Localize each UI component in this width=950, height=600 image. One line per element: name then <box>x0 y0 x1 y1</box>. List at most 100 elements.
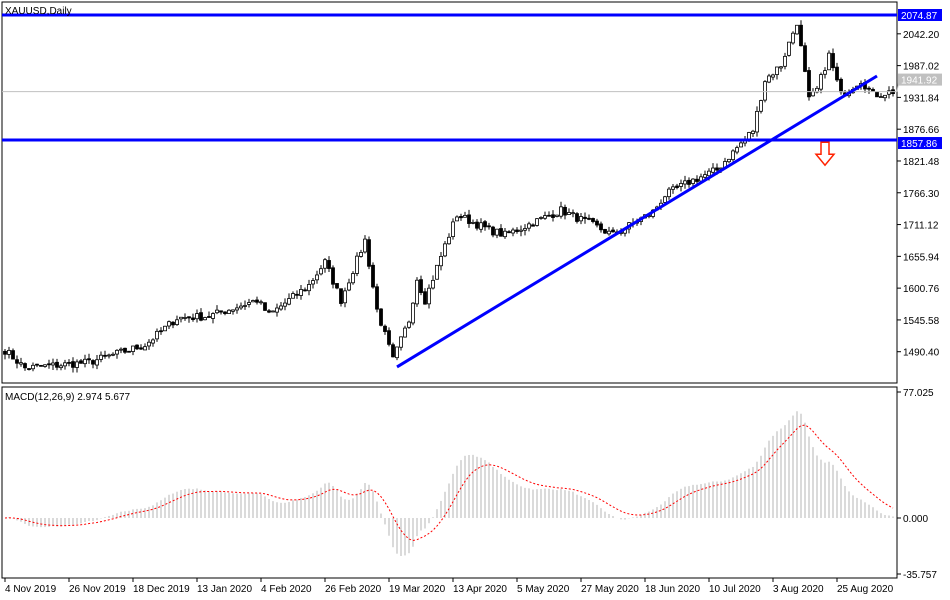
macd-tick-label: 77.025 <box>903 388 934 399</box>
candle-bear <box>687 179 691 185</box>
candle-bear <box>563 206 567 216</box>
level-price-label: 1857.86 <box>901 139 938 150</box>
candle-bear <box>139 347 143 350</box>
candle-bear <box>835 66 839 81</box>
candle-bull <box>323 259 327 269</box>
candle-bear <box>47 363 51 366</box>
candle-bull <box>299 289 303 296</box>
candle-bear <box>367 239 371 267</box>
level-price-badge <box>898 137 942 150</box>
candle-bull <box>463 214 467 218</box>
candle-bear <box>575 213 579 222</box>
candle-bear <box>39 364 43 367</box>
candle-bull <box>31 364 35 370</box>
candle-bull <box>535 218 539 226</box>
candle-bull <box>147 341 151 347</box>
candle-bull <box>827 52 831 71</box>
candle-bull <box>107 354 111 357</box>
current-price-label: 1941.92 <box>901 76 938 87</box>
time-tick-label: 18 Dec 2019 <box>133 584 190 595</box>
candle-bear <box>207 316 211 318</box>
candle-bull <box>527 223 531 229</box>
candle-bull <box>755 111 759 133</box>
candle-bull <box>819 74 823 90</box>
candle-bull <box>43 364 47 367</box>
candle-bull <box>111 353 115 356</box>
candle-bear <box>35 363 39 366</box>
candle-bull <box>231 309 235 312</box>
candle-bear <box>551 214 555 218</box>
candle-bear <box>255 299 259 303</box>
time-tick-label: 26 Feb 2020 <box>325 584 382 595</box>
candle-bull <box>663 196 667 203</box>
candle-bull <box>307 284 311 292</box>
candle-bear <box>483 221 487 228</box>
macd-tick-label: -35.757 <box>903 570 937 581</box>
candle-bear <box>531 224 535 227</box>
candle-bull <box>63 362 67 367</box>
candle-bear <box>799 24 803 47</box>
candle-bull <box>155 330 159 340</box>
candle-bear <box>123 347 127 353</box>
candle-bull <box>479 222 483 230</box>
candle-bull <box>179 316 183 320</box>
candle-bull <box>283 302 287 307</box>
candle-bull <box>115 349 119 355</box>
candle-bull <box>151 339 155 344</box>
candle-bear <box>15 359 19 364</box>
candle-bear <box>499 228 503 237</box>
candle-bull <box>411 302 415 324</box>
candle-bull <box>83 358 87 365</box>
price-tick-label: 1655.94 <box>903 252 940 263</box>
candle-bull <box>343 290 347 304</box>
candle-bull <box>291 293 295 299</box>
candle-bear <box>475 221 479 229</box>
candle-bear <box>199 312 203 321</box>
current-price-badge <box>898 73 942 86</box>
candle-bear <box>867 87 871 90</box>
candle-bear <box>391 344 395 358</box>
candle-bull <box>791 32 795 44</box>
candle-bull <box>51 362 55 366</box>
candle-bull <box>7 349 11 355</box>
down-arrow-icon[interactable] <box>814 141 836 167</box>
candle-bull <box>163 325 167 332</box>
trendline[interactable] <box>396 74 878 369</box>
candle-bull <box>567 212 571 215</box>
candle-bear <box>339 288 343 304</box>
candle-bull <box>227 309 231 314</box>
candle-bear <box>159 330 163 333</box>
candle-bear <box>603 228 607 234</box>
candle-bear <box>591 218 595 222</box>
candle-bull <box>767 75 771 83</box>
candle-bear <box>379 308 383 326</box>
candle-bear <box>675 185 679 188</box>
candle-bull <box>775 66 779 75</box>
candle-bear <box>27 368 31 370</box>
candle-bear <box>87 358 91 361</box>
drawings-layer[interactable] <box>2 13 897 369</box>
candle-bull <box>363 238 367 253</box>
candle-bull <box>59 365 63 369</box>
candle-bull <box>471 222 475 224</box>
candle-bull <box>175 319 179 325</box>
candle-bull <box>143 346 147 351</box>
level-price-badge <box>898 9 942 21</box>
candle-bull <box>99 354 103 360</box>
candle-bear <box>3 350 7 355</box>
candle-bull <box>439 255 443 267</box>
candle-bull <box>95 359 99 366</box>
candle-bull <box>355 255 359 274</box>
candle-bull <box>811 91 815 97</box>
candle-bull <box>887 90 891 95</box>
candle-bear <box>67 362 71 364</box>
candle-bull <box>243 305 247 307</box>
candle-bear <box>295 293 299 296</box>
candle-bull <box>239 305 243 309</box>
candle-bull <box>431 279 435 289</box>
price-tick-label: 1821.48 <box>903 157 940 168</box>
candle-bull <box>787 41 791 56</box>
time-tick-label: 18 Jun 2020 <box>645 584 700 595</box>
candle-bear <box>467 214 471 224</box>
